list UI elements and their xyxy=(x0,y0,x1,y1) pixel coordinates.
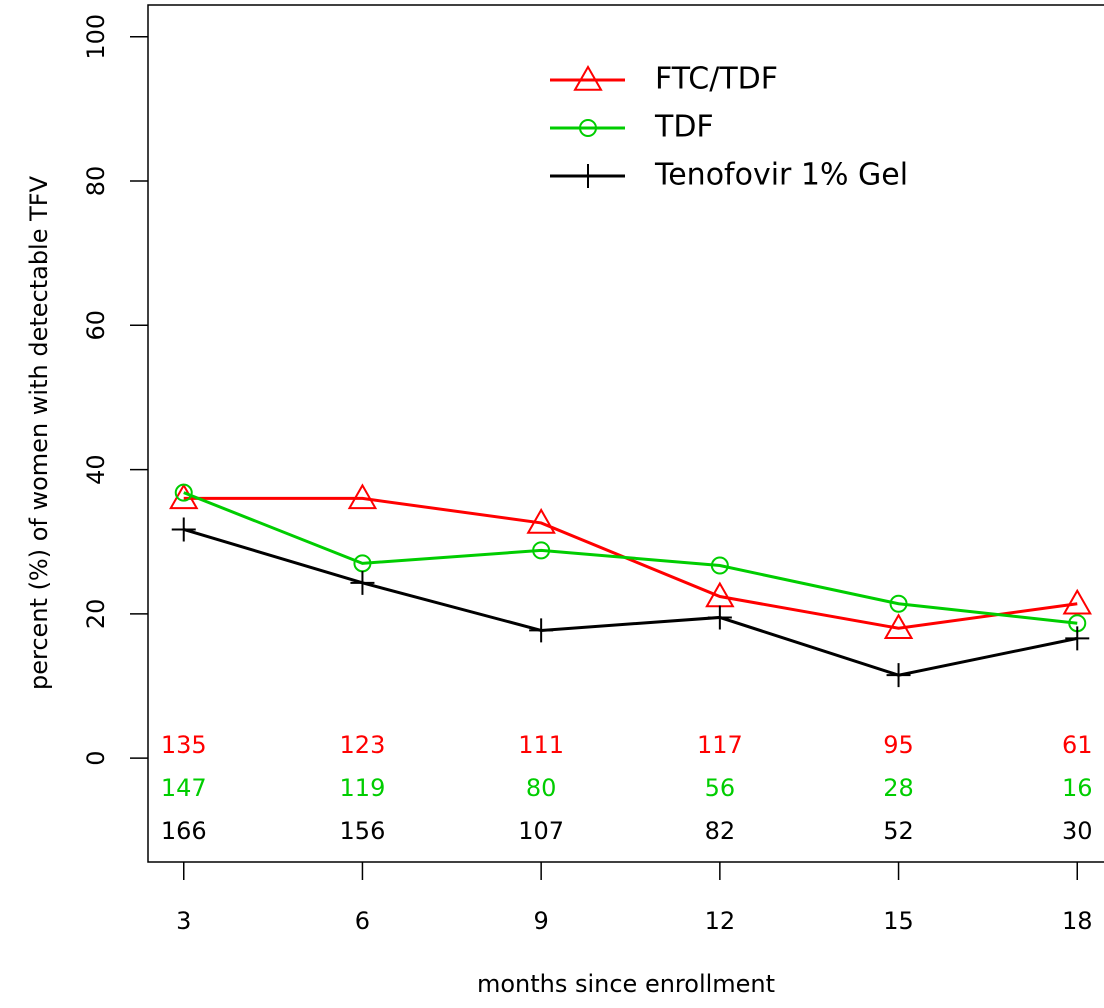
legend-label: Tenofovir 1% Gel xyxy=(654,158,908,193)
x-tick-label: 15 xyxy=(883,907,914,935)
y-tick-label: 0 xyxy=(82,750,110,765)
count-label: 95 xyxy=(883,731,914,759)
data-point xyxy=(171,517,196,542)
data-point xyxy=(1065,626,1090,651)
series-line xyxy=(183,496,1078,630)
count-label: 135 xyxy=(161,731,207,759)
data-point xyxy=(705,581,735,608)
data-point xyxy=(526,507,556,534)
count-label: 16 xyxy=(1062,774,1093,802)
count-label: 147 xyxy=(161,774,207,802)
data-point xyxy=(886,663,911,688)
legend-marker xyxy=(573,64,603,91)
count-label: 61 xyxy=(1062,731,1093,759)
data-point xyxy=(707,605,732,630)
y-tick-label: 100 xyxy=(82,14,110,60)
x-tick-label: 9 xyxy=(534,907,549,935)
data-point xyxy=(883,613,914,640)
x-axis-label: months since enrollment xyxy=(477,970,775,998)
series-line xyxy=(183,491,1078,625)
legend-marker xyxy=(579,119,597,137)
count-label: 82 xyxy=(705,817,736,845)
y-axis-label: percent (%) of women with detectable TFV xyxy=(25,175,53,690)
data-point xyxy=(347,483,378,510)
data-point xyxy=(174,483,193,502)
count-label: 28 xyxy=(883,774,914,802)
data-point xyxy=(532,541,551,560)
y-tick-label: 40 xyxy=(82,454,110,485)
x-tick-label: 12 xyxy=(705,907,736,935)
data-point xyxy=(1062,588,1092,615)
series-line xyxy=(183,528,1078,677)
x-tick-label: 6 xyxy=(355,907,370,935)
count-label: 119 xyxy=(340,774,386,802)
count-label: 52 xyxy=(883,817,914,845)
count-label: 156 xyxy=(340,817,386,845)
legend-label: FTC/TDF xyxy=(655,62,778,97)
data-point xyxy=(710,556,729,575)
data-point xyxy=(889,594,908,613)
y-tick-label: 20 xyxy=(82,599,110,630)
legend-label: TDF xyxy=(654,110,714,145)
plot-box xyxy=(147,4,1104,863)
y-tick-label: 80 xyxy=(82,166,110,197)
count-label: 80 xyxy=(526,774,557,802)
count-label: 117 xyxy=(697,731,743,759)
count-label: 123 xyxy=(340,731,386,759)
data-point xyxy=(529,618,554,643)
count-label: 30 xyxy=(1062,817,1093,845)
legend-marker xyxy=(576,164,600,188)
x-tick-label: 3 xyxy=(176,907,191,935)
count-label: 56 xyxy=(705,774,736,802)
count-label: 107 xyxy=(518,817,564,845)
count-label: 111 xyxy=(518,731,564,759)
count-label: 166 xyxy=(161,817,207,845)
y-tick-label: 60 xyxy=(82,310,110,341)
data-point xyxy=(350,570,375,595)
x-tick-label: 18 xyxy=(1062,907,1093,935)
